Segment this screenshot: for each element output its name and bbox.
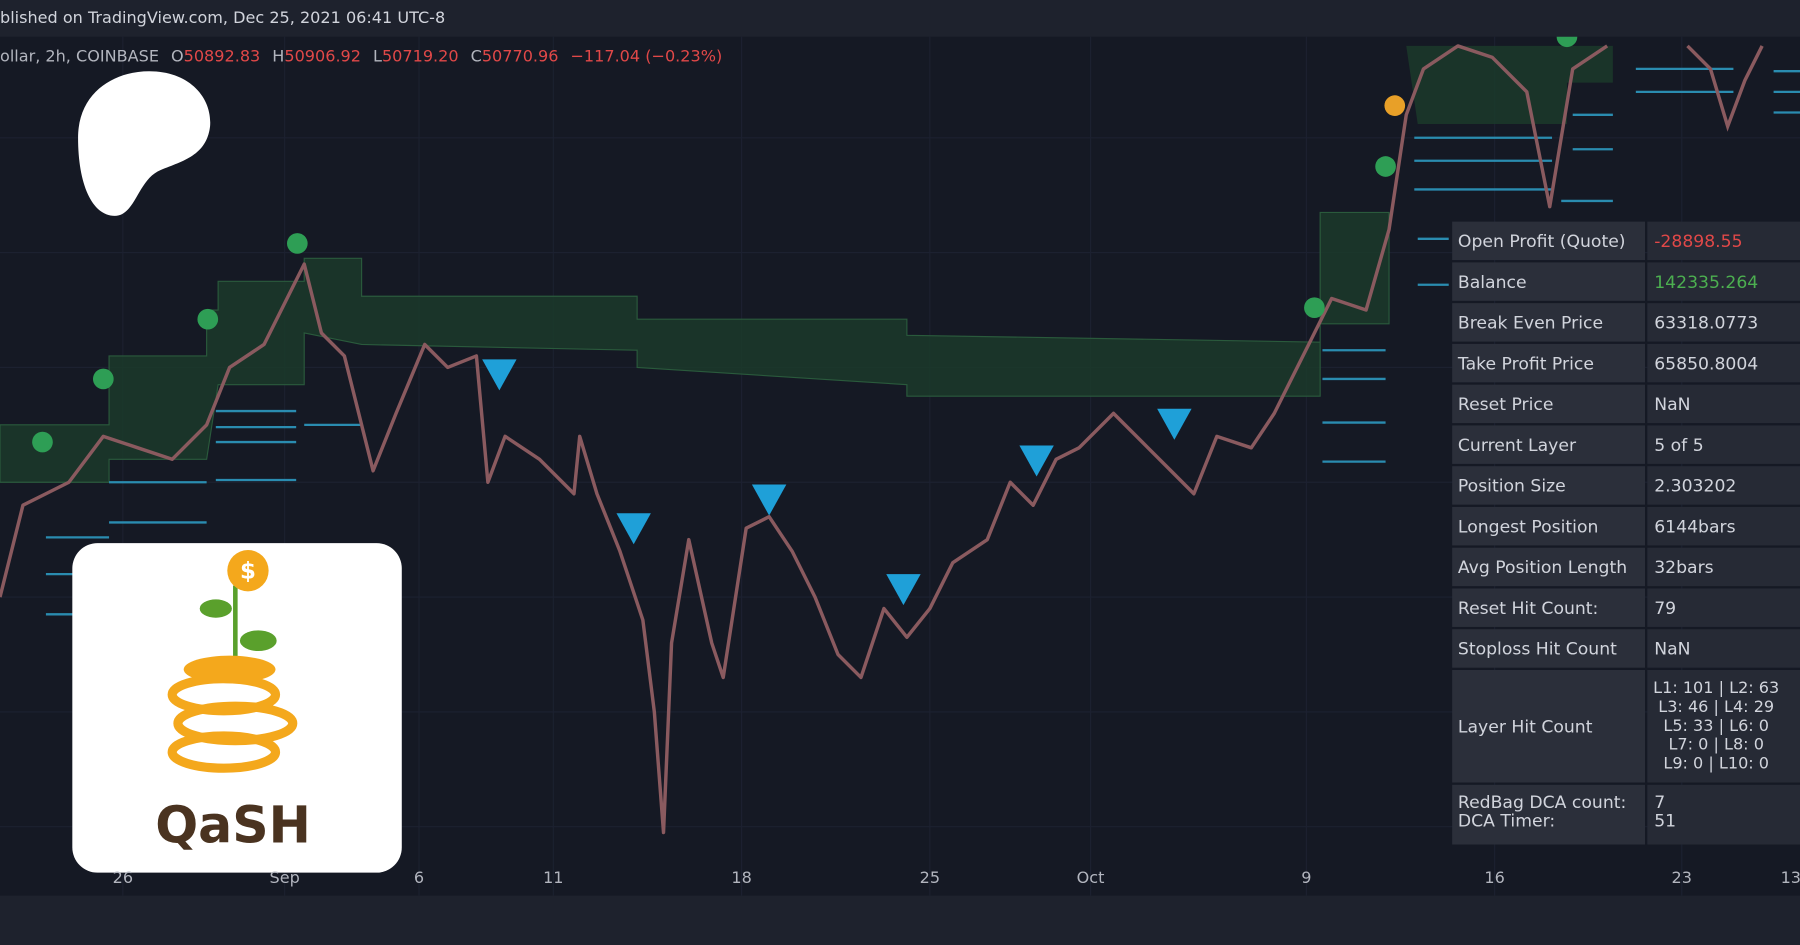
value-cell (1647, 547, 1800, 587)
logo-text: QaSH (155, 796, 311, 855)
value-cell (1647, 221, 1800, 261)
stat-label: Current Layer (1458, 436, 1577, 456)
patreon-logo (78, 71, 211, 216)
x-axis-label: 16 (1484, 868, 1504, 887)
label-cell (1452, 784, 1646, 845)
layer-lines (45, 67, 1800, 616)
stat-value: 2.303202 (1654, 477, 1736, 497)
published-note: blished on TradingView.com, Dec 25, 2021… (0, 8, 445, 27)
value-cell (1647, 506, 1800, 546)
bottom-bar (0, 895, 1800, 945)
qash-card: $ QaSH (72, 543, 402, 873)
price-trace-right (1686, 44, 1764, 132)
stat-label: Longest Position (1458, 517, 1598, 537)
stat-value: 65850.8004 (1654, 354, 1758, 374)
reset-signal (1384, 95, 1406, 116)
stat-label: Reset Price (1458, 395, 1554, 415)
label-cell (1452, 629, 1646, 668)
value-cell (1647, 262, 1800, 301)
stat-value: NaN (1654, 395, 1690, 415)
sell-signals (482, 359, 1192, 606)
value-cell (1647, 425, 1800, 464)
stat-value: 63318.0773 (1654, 314, 1758, 334)
stat-label: Layer Hit Count (1458, 717, 1593, 737)
x-axis-label: 23 (1672, 868, 1692, 887)
value-cell (1647, 629, 1800, 668)
label-cell (1452, 425, 1646, 464)
stat-value: NaN (1654, 640, 1690, 660)
x-axis-label: 11 (543, 868, 563, 887)
buy-signals (32, 26, 1578, 453)
value-cell (1647, 303, 1800, 342)
stat-label: RedBag DCA count: (1458, 793, 1626, 813)
x-axis-label: 6 (414, 868, 424, 887)
stat-value: 51 (1654, 812, 1676, 832)
profit-zone-top (1406, 45, 1613, 125)
stat-label: Take Profit Price (1457, 354, 1594, 374)
stat-label: Break Even Price (1458, 314, 1603, 334)
label-cell (1452, 343, 1646, 383)
x-axis-label: Oct (1077, 868, 1105, 887)
value-cell (1647, 784, 1800, 845)
stat-label: DCA Timer: (1458, 812, 1555, 832)
x-axis-label: 26 (113, 868, 133, 887)
label-cell (1452, 669, 1646, 783)
layer-hit-line: L7: 0 | L8: 0 (1668, 735, 1763, 754)
label-cell (1452, 384, 1646, 424)
value-cell (1647, 466, 1800, 505)
x-axis-label: 25 (920, 868, 940, 887)
label-cell (1452, 221, 1646, 261)
stats-table: Open Profit (Quote) -28898.55 Balance 14233… (1452, 221, 1800, 845)
stat-value: 7 (1654, 793, 1665, 813)
label-cell (1452, 262, 1646, 301)
top-bar (0, 0, 1800, 37)
stat-label: Open Profit (Quote) (1458, 232, 1626, 252)
layer-hit-line: L5: 33 | L6: 0 (1663, 716, 1769, 735)
stat-label: Balance (1458, 273, 1527, 293)
value-cell (1647, 669, 1800, 783)
stat-value: 142335.264 (1654, 273, 1758, 293)
layer-hit-line: L1: 101 | L2: 63 (1653, 678, 1779, 697)
x-axis-label: 13 (1781, 868, 1800, 887)
price-trace (0, 44, 1609, 835)
stat-value: 32bars (1654, 558, 1713, 578)
svg-text:$: $ (240, 558, 256, 584)
stat-label: Reset Hit Count: (1458, 599, 1598, 619)
layer-hit-line: L3: 46 | L4: 29 (1658, 697, 1774, 716)
value-cell (1647, 588, 1800, 627)
profit-zone (0, 211, 1390, 483)
label-cell (1452, 588, 1646, 627)
label-cell (1452, 466, 1646, 505)
value-cell (1647, 384, 1800, 424)
stat-label: Position Size (1458, 477, 1566, 497)
stat-value: 6144bars (1654, 517, 1735, 537)
x-axis-label: Sep (270, 868, 300, 887)
label-cell (1452, 506, 1646, 546)
x-axis-label: 9 (1301, 868, 1311, 887)
label-cell (1452, 547, 1646, 587)
layer-hit-line: L9: 0 | L10: 0 (1663, 754, 1769, 773)
stat-value: 79 (1654, 599, 1676, 619)
x-axis: 26 Sep 6 11 18 25 Oct 9 16 23 13 (113, 868, 1800, 887)
value-cell (1647, 343, 1800, 383)
ohlc-legend: ollar, 2h, COINBASE O50892.83 H50906.92 … (0, 46, 722, 65)
stat-label: Avg Position Length (1458, 558, 1627, 578)
stat-value: -28898.55 (1654, 232, 1742, 252)
stat-value: 5 of 5 (1654, 436, 1703, 456)
x-axis-label: 18 (731, 868, 751, 887)
stat-label: Stoploss Hit Count (1458, 640, 1617, 660)
label-cell (1452, 303, 1646, 342)
